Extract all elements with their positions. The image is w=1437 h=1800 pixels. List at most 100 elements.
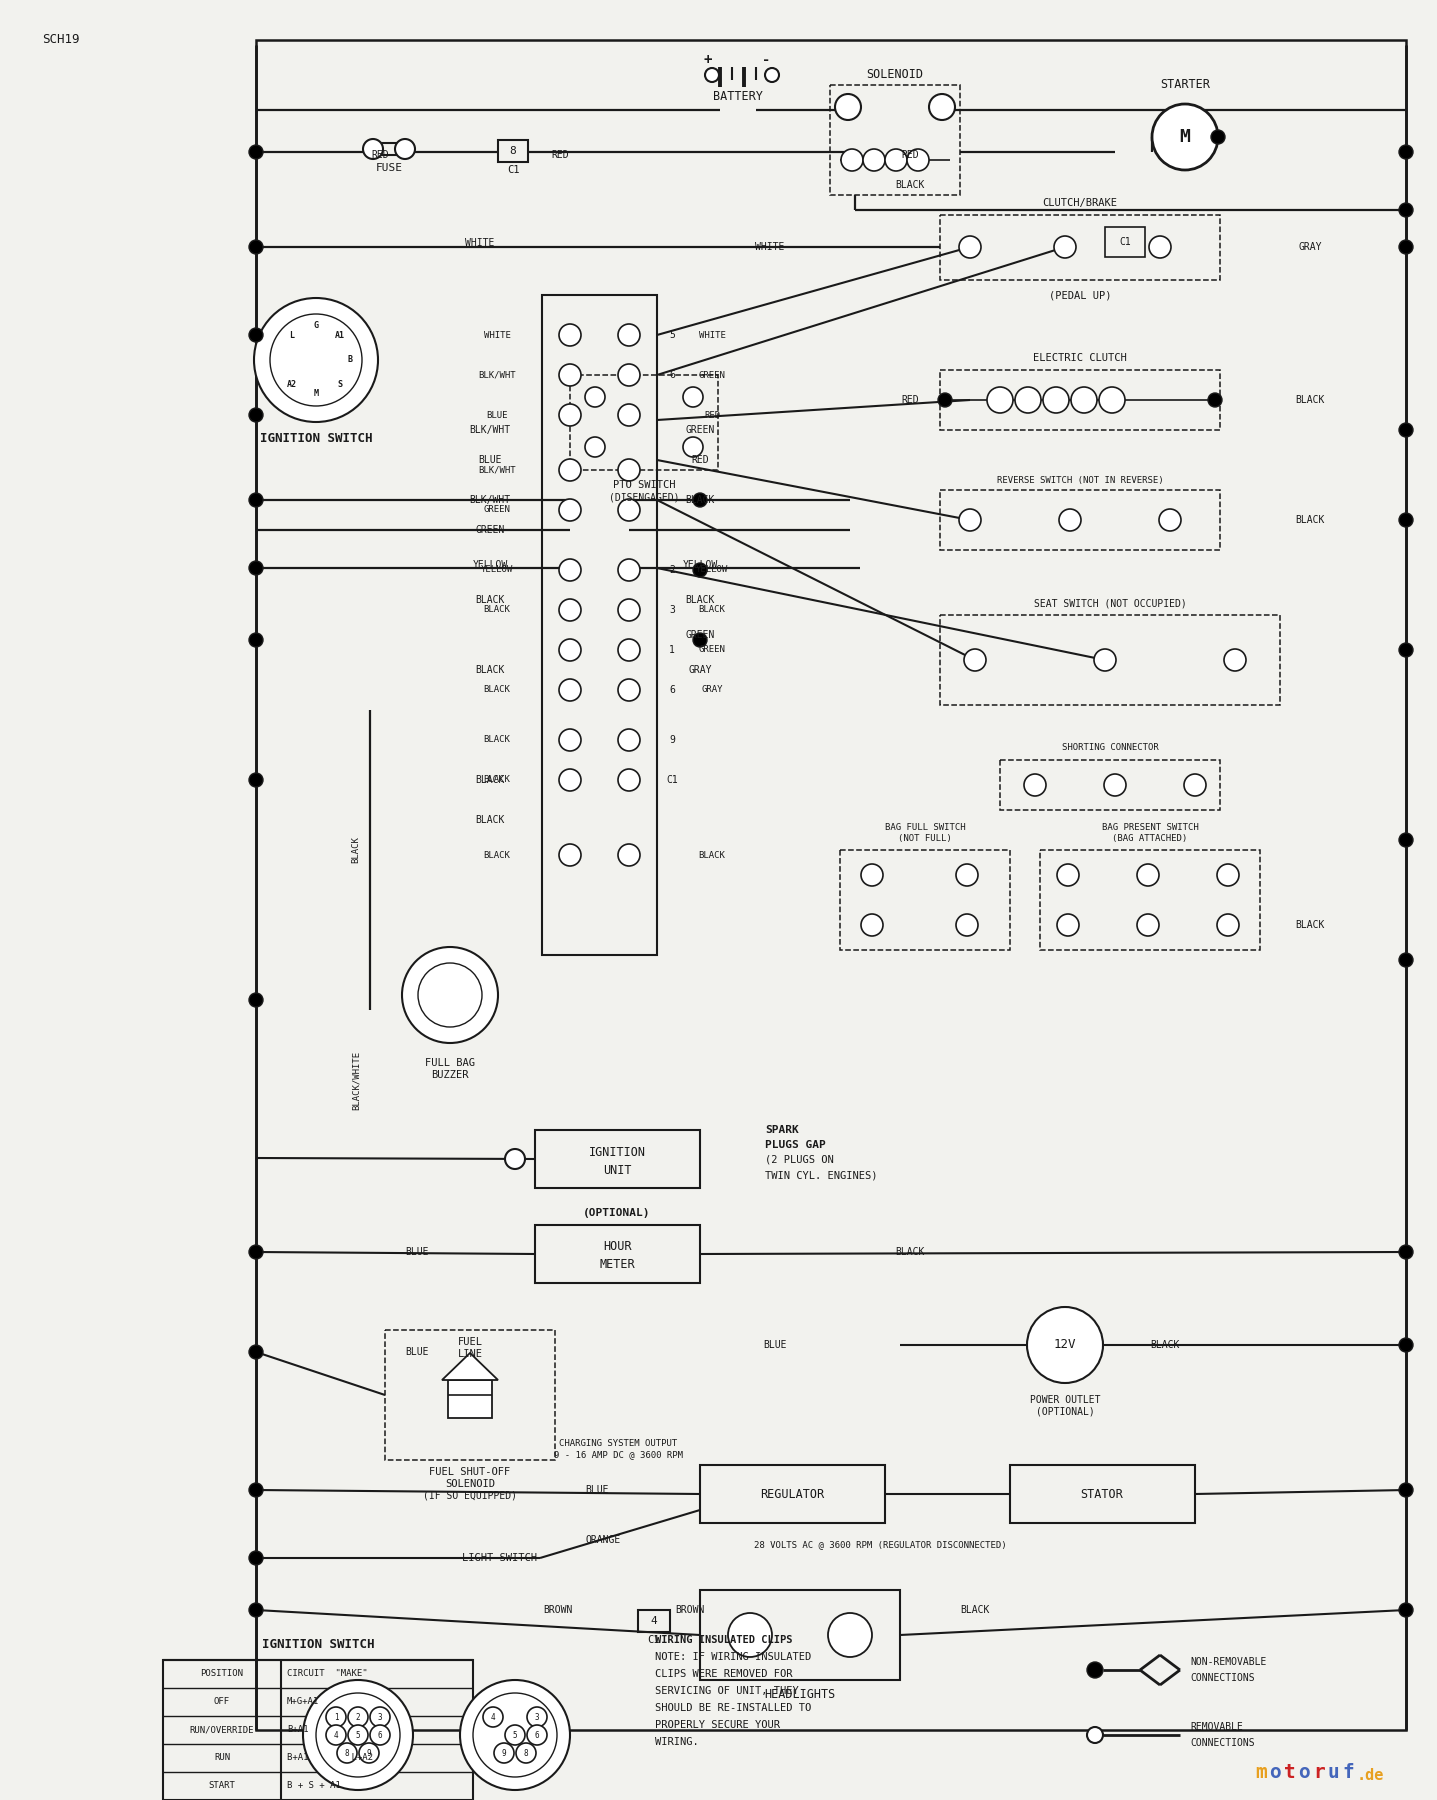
Text: GREEN: GREEN (698, 371, 726, 380)
Text: GREEN: GREEN (685, 630, 714, 641)
Text: BLUE: BLUE (763, 1339, 786, 1350)
Circle shape (369, 1724, 389, 1744)
Bar (162, 1660, 473, 1800)
Text: BLACK: BLACK (1295, 515, 1325, 526)
Bar (700, 1589, 900, 1679)
Text: (IF SO EQUIPPED): (IF SO EQUIPPED) (422, 1490, 517, 1501)
Text: REMOVABLE: REMOVABLE (1190, 1723, 1243, 1732)
Text: t: t (1285, 1764, 1296, 1782)
Text: BLACK: BLACK (484, 686, 510, 695)
Circle shape (1160, 509, 1181, 531)
Bar (1000, 760, 1220, 810)
Bar (535, 1226, 700, 1283)
Text: CLIPS WERE REMOVED FOR: CLIPS WERE REMOVED FOR (655, 1669, 792, 1679)
Text: GREEN: GREEN (484, 506, 510, 515)
Circle shape (1086, 1726, 1104, 1742)
Text: (OPTIONAL): (OPTIONAL) (583, 1208, 651, 1219)
Text: BLACK: BLACK (895, 1247, 924, 1256)
Circle shape (460, 1679, 570, 1789)
Text: 3: 3 (378, 1712, 382, 1721)
Text: 4: 4 (333, 1730, 338, 1739)
Text: WHITE: WHITE (698, 331, 726, 340)
Circle shape (764, 68, 779, 83)
Text: r: r (1313, 1764, 1325, 1782)
Bar (448, 1381, 491, 1418)
Text: A2: A2 (287, 380, 297, 389)
Text: TWIN CYL. ENGINES): TWIN CYL. ENGINES) (764, 1170, 878, 1181)
Text: FUEL: FUEL (457, 1337, 483, 1346)
Circle shape (1217, 864, 1239, 886)
Circle shape (559, 560, 581, 581)
Text: GRAY: GRAY (1298, 241, 1322, 252)
Text: -: - (762, 52, 770, 67)
Circle shape (303, 1679, 412, 1789)
Circle shape (618, 769, 639, 790)
Circle shape (249, 1604, 263, 1616)
Bar (287, 353, 343, 367)
Circle shape (693, 563, 707, 578)
Text: BLACK: BLACK (484, 736, 510, 745)
Circle shape (1058, 914, 1079, 936)
Text: GREEN: GREEN (476, 526, 504, 535)
Text: SOLENOID: SOLENOID (867, 68, 924, 81)
Text: FULL BAG: FULL BAG (425, 1058, 476, 1067)
Text: M: M (313, 389, 319, 398)
Text: 4: 4 (490, 1712, 496, 1721)
Circle shape (348, 1724, 368, 1744)
Circle shape (369, 1706, 389, 1726)
Text: 9: 9 (366, 1748, 371, 1757)
Circle shape (316, 1694, 399, 1777)
Text: BROWN: BROWN (675, 1606, 704, 1615)
Circle shape (1053, 236, 1076, 257)
Text: o: o (1299, 1764, 1311, 1782)
Circle shape (841, 149, 864, 171)
Circle shape (618, 403, 639, 427)
Circle shape (249, 1345, 263, 1359)
Circle shape (1400, 146, 1413, 158)
Text: CONNECTIONS: CONNECTIONS (1190, 1739, 1255, 1748)
Circle shape (1094, 650, 1117, 671)
Text: RED: RED (552, 149, 569, 160)
Text: 6: 6 (535, 1730, 539, 1739)
Text: LIGHT SWITCH: LIGHT SWITCH (463, 1553, 537, 1562)
Bar (570, 374, 718, 470)
Text: BUZZER: BUZZER (431, 1069, 468, 1080)
Text: 1: 1 (670, 644, 675, 655)
Text: (DISENGAGED): (DISENGAGED) (609, 493, 680, 502)
Text: 1: 1 (333, 1712, 338, 1721)
Text: BLUE: BLUE (486, 410, 507, 419)
Circle shape (1184, 774, 1206, 796)
Circle shape (249, 1483, 263, 1498)
Bar (831, 85, 960, 194)
Circle shape (1058, 864, 1079, 886)
Text: B: B (348, 356, 352, 364)
Text: PROPERLY SECURE YOUR: PROPERLY SECURE YOUR (655, 1721, 780, 1730)
Text: WIRING.: WIRING. (655, 1737, 698, 1748)
Circle shape (1400, 423, 1413, 437)
Text: SHOULD BE RE-INSTALLED TO: SHOULD BE RE-INSTALLED TO (655, 1703, 812, 1714)
Text: +: + (704, 52, 713, 67)
Circle shape (861, 914, 882, 936)
Text: RED: RED (371, 149, 389, 160)
Text: BLUE: BLUE (405, 1346, 428, 1357)
Text: BLACK: BLACK (476, 664, 504, 675)
Text: FUEL SHUT-OFF: FUEL SHUT-OFF (430, 1467, 510, 1478)
Circle shape (559, 769, 581, 790)
Text: 2: 2 (356, 1712, 361, 1721)
Circle shape (1025, 774, 1046, 796)
Circle shape (559, 403, 581, 427)
Text: STARTER: STARTER (1160, 79, 1210, 92)
Text: GREEN: GREEN (698, 646, 726, 655)
Circle shape (249, 634, 263, 646)
Bar (381, 142, 407, 155)
Circle shape (1400, 1246, 1413, 1258)
Circle shape (1059, 509, 1081, 531)
Text: OFF: OFF (214, 1697, 230, 1706)
Circle shape (249, 493, 263, 508)
Text: BLACK: BLACK (1295, 920, 1325, 931)
Circle shape (1137, 864, 1160, 886)
Text: (PEDAL UP): (PEDAL UP) (1049, 290, 1111, 301)
Circle shape (338, 1742, 356, 1762)
Text: 28 VOLTS AC @ 3600 RPM (REGULATOR DISCONNECTED): 28 VOLTS AC @ 3600 RPM (REGULATOR DISCON… (753, 1541, 1006, 1550)
Circle shape (729, 1613, 772, 1658)
